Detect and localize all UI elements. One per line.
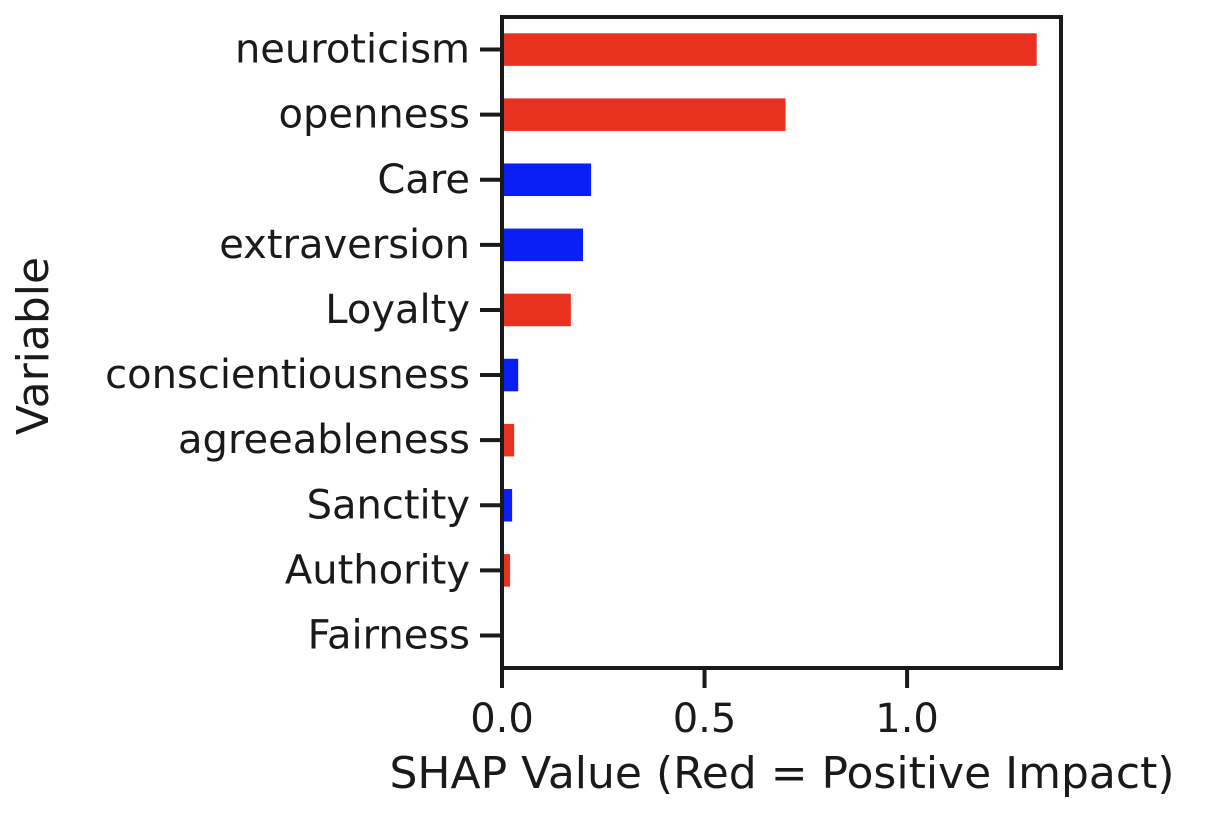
bar-openness	[502, 98, 786, 131]
y-tick-label: conscientiousness	[105, 352, 470, 398]
x-tick-label: 0.0	[470, 696, 534, 742]
x-tick-label: 0.5	[673, 696, 737, 742]
y-tick-label: Authority	[285, 547, 470, 593]
bar-loyalty	[502, 293, 571, 327]
y-tick-label: Care	[377, 157, 470, 203]
y-tick-label: Fairness	[308, 612, 470, 658]
bars-layer	[502, 33, 1037, 587]
x-axis-ticks: 0.0 0.5 1.0	[470, 668, 939, 742]
bar-extraversion	[502, 228, 584, 262]
y-tick-label: openness	[279, 92, 470, 138]
bar-sanctity	[502, 488, 513, 522]
y-tick-label: Loyalty	[325, 287, 470, 333]
y-tick-label: extraversion	[219, 222, 470, 268]
y-axis-label: Variable	[8, 257, 59, 435]
x-tick-label: 1.0	[875, 696, 939, 742]
y-tick-label: agreeableness	[178, 417, 470, 463]
y-tick-label: neuroticism	[235, 27, 470, 73]
bar-conscientiousness	[502, 358, 519, 392]
y-axis-ticks: neuroticism openness Care extraversion Loyal…	[105, 27, 502, 658]
bar-agreeableness	[502, 423, 515, 457]
bar-neuroticism	[502, 33, 1037, 66]
bar-care	[502, 163, 592, 197]
plot-frame	[500, 15, 1063, 670]
x-axis-label: SHAP Value (Red = Positive Impact)	[390, 748, 1175, 799]
bar-authority	[502, 554, 511, 587]
y-tick-label: Sanctity	[307, 482, 470, 528]
